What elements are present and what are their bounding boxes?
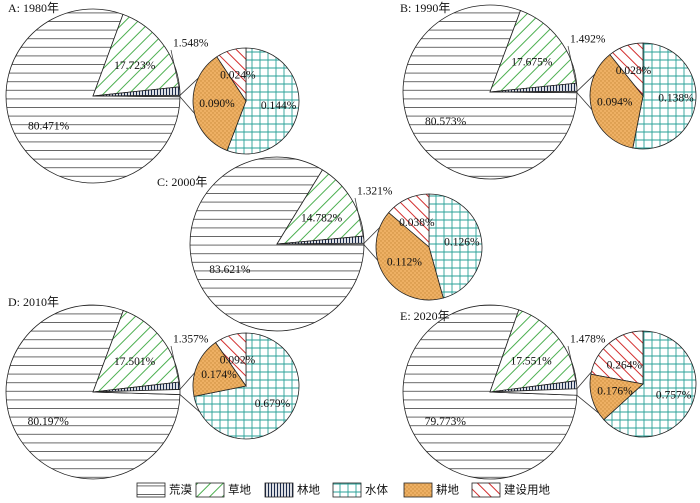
legend-swatch-cropland — [403, 482, 433, 498]
slice-other — [92, 389, 181, 395]
forest-label: 1.321% — [357, 186, 393, 198]
slice-water — [226, 47, 300, 155]
slice-cropland — [192, 56, 247, 152]
slice-other — [92, 94, 181, 98]
forest-leader-line — [567, 45, 578, 88]
slice-water — [428, 193, 483, 299]
slice-grassland — [489, 309, 577, 393]
slice-water — [193, 332, 300, 440]
grassland-label: 17.501% — [114, 356, 156, 368]
legend-label: 耕地 — [436, 483, 459, 497]
legend-label: 草地 — [228, 483, 251, 497]
chart-title: B: 1990年 — [400, 1, 450, 15]
water-label: 0.144% — [261, 100, 297, 112]
grassland-label: 17.551% — [511, 355, 553, 367]
chart-4: D: 2010年 80.197% 17.501% 1.357% 0.174% 0.092%… — [5, 295, 300, 480]
grassland-label: 17.675% — [511, 56, 553, 68]
legend-item-water: 水体 — [332, 482, 388, 498]
slice-cropland — [589, 54, 644, 149]
forest-label: 1.478% — [570, 334, 606, 346]
forest-leader-line — [567, 345, 578, 385]
forest-leader-line — [354, 197, 365, 240]
chart-5: E: 2020年 79.773% 17.551% 1.478% 0.176% 0.264%… — [400, 304, 697, 480]
slice-desert — [402, 4, 578, 180]
water-label: 0.679% — [255, 398, 291, 410]
slice-other — [489, 388, 578, 396]
desert-label: 80.573% — [425, 116, 467, 128]
slice-construction — [590, 330, 644, 385]
slice-other — [489, 90, 578, 94]
chart-title: A: 1980年 — [8, 1, 59, 15]
slice-grassland — [92, 13, 180, 97]
forest-label: 1.548% — [173, 38, 209, 50]
slice-cropland — [589, 373, 644, 421]
slice-cropland — [192, 342, 247, 397]
construction-label: 0.092% — [220, 354, 256, 366]
legend-swatch-grassland — [195, 482, 225, 498]
legend-item-grassland: 草地 — [195, 482, 251, 498]
cropland-label: 0.094% — [597, 97, 633, 109]
cropland-label: 0.112% — [387, 256, 422, 268]
legend-swatch-forest — [264, 482, 294, 498]
legend-item-cropland: 耕地 — [403, 482, 459, 498]
slice-grassland — [489, 10, 577, 93]
desert-label: 80.471% — [28, 120, 70, 132]
legend: 荒漠 草地 林地 水体 耕地 建设用地 — [136, 482, 550, 498]
legend-swatch-construction — [471, 482, 501, 498]
slice-other — [276, 242, 365, 246]
chart-title: C: 2000年 — [157, 175, 207, 189]
slice-grassland — [276, 169, 365, 245]
slice-grassland — [92, 309, 180, 393]
legend-item-forest: 林地 — [264, 482, 320, 498]
construction-label: 0.028% — [616, 65, 652, 77]
chart-1: A: 1980年 80.471% 17.723% 1.548% 0.090% 0.024%… — [5, 1, 300, 184]
desert-label: 79.773% — [425, 416, 467, 428]
slice-water — [603, 330, 697, 438]
slice-water — [632, 42, 697, 150]
desert-label: 80.197% — [28, 416, 70, 428]
charts-layer: A: 1980年 80.471% 17.723% 1.548% 0.090% 0.024%… — [5, 1, 697, 480]
legend-label: 荒漠 — [169, 483, 192, 497]
slice-cropland — [375, 212, 444, 301]
cropland-label: 0.174% — [201, 369, 237, 381]
water-label: 0.757% — [656, 389, 692, 401]
desert-label: 83.621% — [209, 264, 251, 276]
slice-desert — [5, 8, 181, 184]
grassland-label: 17.723% — [114, 60, 156, 72]
water-label: 0.138% — [658, 92, 694, 104]
chart-title: D: 2010年 — [8, 295, 59, 309]
legend-item-desert: 荒漠 — [136, 482, 192, 498]
construction-label: 0.264% — [607, 359, 643, 371]
legend-label: 水体 — [365, 483, 388, 497]
cropland-label: 0.090% — [199, 98, 235, 110]
legend-swatch-desert — [136, 482, 166, 498]
forest-leader-line — [170, 345, 181, 386]
chart-title: E: 2020年 — [400, 309, 450, 323]
grassland-label: 14.782% — [301, 212, 343, 224]
legend-swatch-water — [332, 482, 362, 498]
chart-3: C: 2000年 83.621% 14.782% 1.321% 0.112% 0.038%… — [157, 156, 483, 332]
forest-label: 1.357% — [173, 334, 209, 346]
legend-label: 建设用地 — [504, 483, 550, 497]
construction-label: 0.038% — [399, 217, 435, 229]
forest-label: 1.492% — [570, 34, 606, 46]
construction-label: 0.024% — [220, 69, 256, 81]
legend-label: 林地 — [297, 483, 320, 497]
forest-leader-line — [170, 49, 181, 92]
chart-2: B: 1990年 80.573% 17.675% 1.492% 0.094% 0.028%… — [400, 1, 697, 180]
water-label: 0.126% — [444, 237, 480, 249]
cropland-label: 0.176% — [597, 386, 633, 398]
legend-item-construction: 建设用地 — [471, 482, 550, 498]
